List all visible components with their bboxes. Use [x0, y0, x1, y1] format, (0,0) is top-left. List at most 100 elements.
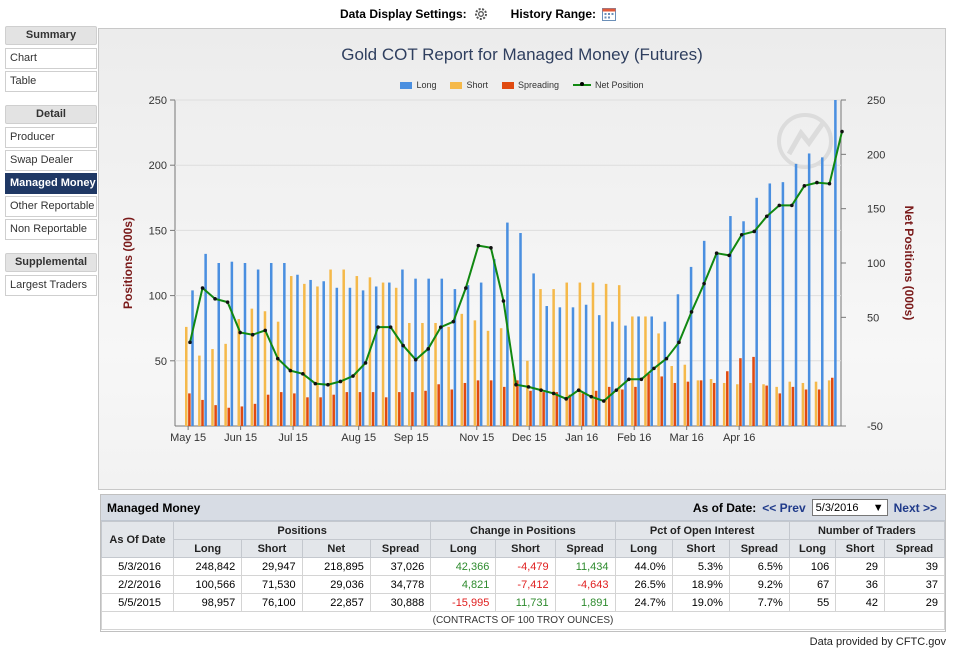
legend-item-spreading[interactable]: Spreading — [501, 80, 559, 90]
bar-spreading — [752, 356, 755, 426]
sidebar-item-producer[interactable]: Producer — [5, 127, 97, 148]
top-toolbar: Data Display Settings: History Range: — [0, 0, 956, 28]
bar-spreading — [673, 382, 677, 426]
bar-spreading — [384, 397, 388, 426]
bar-long — [558, 307, 562, 426]
subheader-long-10: Long — [788, 539, 837, 558]
bar-spreading — [503, 386, 506, 426]
bar-spreading — [765, 385, 768, 426]
bar-long — [611, 321, 614, 426]
chart-legend: Long Short Spreading Net Position — [99, 80, 945, 90]
bar-spreading — [227, 407, 231, 426]
date-select-value: 5/3/2016 — [815, 501, 859, 514]
sidebar-item-chart[interactable]: Chart — [5, 48, 97, 69]
legend-item-short[interactable]: Short — [450, 80, 488, 90]
net-position-point — [213, 297, 217, 301]
table-cell: 29,947 — [241, 557, 303, 576]
net-position-point — [426, 347, 431, 351]
bar-spreading — [817, 389, 821, 426]
table-cell: -15,995 — [430, 593, 497, 612]
table-cell: 34,778 — [369, 575, 432, 594]
managed-money-table-panel: Managed Money As of Date: << Prev 5/3/20… — [100, 494, 946, 632]
bar-long — [545, 306, 549, 426]
sidebar-nav: Summary Chart Table Detail Producer Swap… — [5, 26, 97, 298]
table-cell: 248,842 — [172, 557, 243, 576]
bar-short — [211, 349, 214, 426]
bar-short — [526, 360, 529, 426]
as-of-label: As of Date: — [692, 500, 757, 515]
table-cell: 11,434 — [554, 557, 616, 576]
gear-icon[interactable] — [473, 6, 489, 22]
sidebar-item-largest-traders[interactable]: Largest Traders — [5, 275, 97, 296]
table-cell: -4,643 — [554, 575, 616, 594]
net-position-point — [652, 366, 656, 371]
net-position-point — [501, 299, 506, 303]
bar-short — [408, 322, 411, 426]
bar-long — [493, 259, 496, 426]
bar-short — [316, 286, 319, 426]
prev-date-link[interactable]: << Prev — [762, 500, 806, 515]
header-positions: Positions — [172, 521, 432, 540]
bar-short — [276, 321, 280, 426]
table-cell: 37,026 — [369, 557, 432, 576]
net-position-point — [225, 300, 230, 304]
legend-swatch-long — [400, 81, 413, 89]
legend-swatch-short — [450, 81, 463, 89]
net-position-point — [564, 397, 568, 401]
legend-item-long[interactable]: Long — [400, 80, 436, 90]
bar-long — [374, 286, 378, 426]
subheader-net-2: Net — [301, 539, 371, 558]
x-tick-label: Jun 15 — [224, 432, 257, 444]
net-position-point — [200, 286, 205, 290]
contracts-note: (CONTRACTS OF 100 TROY OUNCES) — [101, 611, 945, 630]
bar-short — [657, 333, 660, 426]
bar-long — [309, 279, 312, 426]
y-tick-label: 50 — [155, 356, 167, 368]
net-position-point — [677, 340, 681, 345]
bar-spreading — [411, 392, 414, 426]
net-position-point — [476, 243, 481, 248]
sidebar-item-managed-money[interactable]: Managed Money — [5, 173, 97, 194]
calendar-icon[interactable] — [602, 7, 617, 21]
bar-short — [722, 382, 726, 426]
next-date-link[interactable]: Next >> — [893, 500, 937, 515]
subheader-long-4: Long — [430, 539, 497, 558]
y2-tick-label: 150 — [867, 204, 885, 216]
data-source-footer: Data provided by CFTC.gov — [809, 636, 946, 648]
date-select[interactable]: 5/3/2016 ▼ — [811, 499, 888, 516]
chart-canvas: 50 100 150 200 250 -50 50 100 150 200 250 Positions… — [121, 95, 916, 444]
header-number-of-traders: Number of Traders — [788, 521, 946, 540]
bar-spreading — [594, 390, 598, 426]
net-position-point — [827, 181, 832, 186]
bar-spreading — [398, 392, 401, 426]
sidebar-item-non-reportable[interactable]: Non Reportable — [5, 219, 97, 240]
table-cell: 26.5% — [614, 575, 673, 594]
bar-long — [256, 269, 260, 426]
bar-long — [283, 263, 286, 426]
net-position-point — [764, 214, 769, 219]
table-cell: 100,566 — [172, 575, 243, 594]
bar-short — [683, 364, 687, 426]
bar-short — [355, 276, 359, 426]
legend-item-net-position[interactable]: Net Position — [573, 80, 644, 90]
table-cell: 7.7% — [728, 593, 790, 612]
net-position-point — [326, 382, 330, 387]
sidebar-item-other-reportable[interactable]: Other Reportable — [5, 196, 97, 217]
bar-long — [702, 240, 706, 426]
bar-long — [361, 290, 365, 426]
bar-spreading — [581, 393, 585, 426]
sidebar-item-swap-dealer[interactable]: Swap Dealer — [5, 150, 97, 171]
bar-short — [460, 313, 464, 426]
bar-long — [440, 278, 444, 426]
bar-short — [709, 379, 713, 426]
bar-long — [466, 285, 470, 426]
bar-short — [644, 316, 647, 426]
sidebar-item-table[interactable]: Table — [5, 71, 97, 92]
bar-long — [453, 289, 457, 426]
bar-spreading — [634, 386, 637, 426]
header-change-in-positions: Change in Positions — [430, 521, 616, 540]
bar-short — [447, 326, 450, 426]
bar-short — [250, 308, 254, 426]
bar-short — [394, 287, 398, 426]
bar-spreading — [266, 394, 270, 426]
